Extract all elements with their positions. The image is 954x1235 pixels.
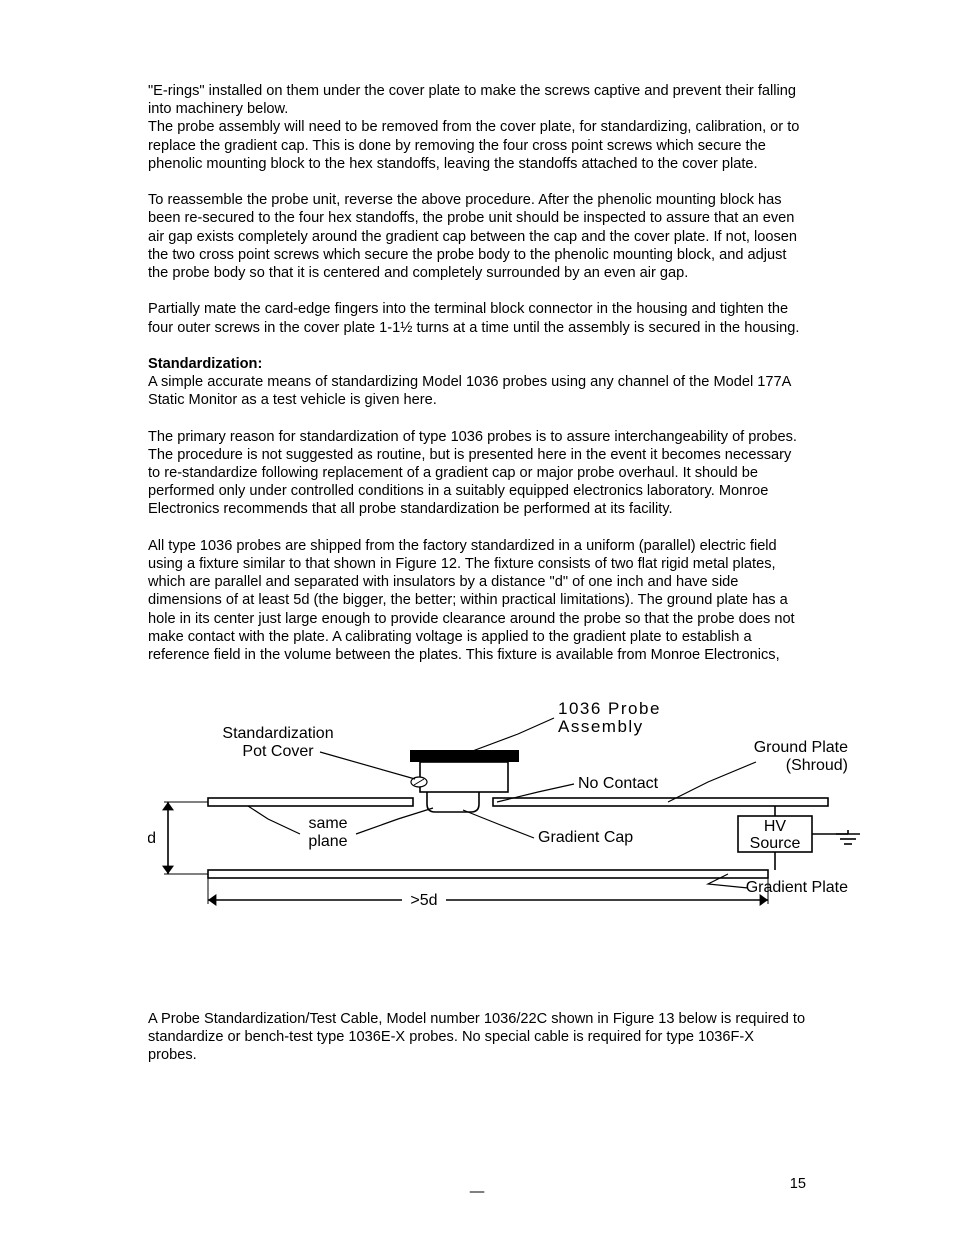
svg-text:(Shroud): (Shroud) (786, 757, 848, 774)
paragraph: "E-rings" installed on them under the co… (148, 82, 806, 173)
svg-text:Standardization: Standardization (222, 725, 333, 742)
paragraph: Partially mate the card-edge fingers int… (148, 300, 806, 336)
svg-text:No Contact: No Contact (578, 775, 659, 792)
svg-text:Gradient Cap: Gradient Cap (538, 829, 633, 846)
text: To reassemble the probe unit, reverse th… (148, 192, 797, 281)
svg-text:d: d (148, 830, 156, 847)
paragraph: The primary reason for standardization o… (148, 428, 806, 519)
svg-text:Ground Plate: Ground Plate (754, 739, 848, 756)
text: The probe assembly will need to be remov… (148, 119, 799, 171)
standardization-section: Standardization: A simple accurate means… (148, 355, 806, 410)
text: "E-rings" installed on them under the co… (148, 83, 796, 117)
svg-text:Pot Cover: Pot Cover (242, 743, 314, 760)
paragraph: To reassemble the probe unit, reverse th… (148, 191, 806, 282)
paragraph: All type 1036 probes are shipped from th… (148, 537, 806, 665)
svg-text:same: same (308, 815, 347, 832)
text: A Probe Standardization/Test Cable, Mode… (148, 1011, 805, 1063)
page-number: 15 (790, 1175, 806, 1193)
section-title: Standardization: (148, 356, 262, 372)
text: A simple accurate means of standardizing… (148, 374, 791, 408)
svg-text:Gradient Plate: Gradient Plate (746, 879, 848, 896)
footer-dash: — (470, 1183, 485, 1201)
text: Partially mate the card-edge fingers int… (148, 301, 799, 335)
svg-text:Source: Source (750, 835, 801, 852)
svg-text:1036 Probe: 1036 Probe (558, 699, 661, 718)
text: All type 1036 probes are shipped from th… (148, 538, 795, 663)
diagram-svg: HVSource d >5d 1036 ProbeAssembly Standardiz… (148, 694, 868, 954)
svg-text:Assembly: Assembly (558, 717, 644, 736)
page: "E-rings" installed on them under the co… (0, 0, 954, 1235)
figure-12: HVSource d >5d 1036 ProbeAssembly Standardiz… (148, 694, 806, 959)
text: The primary reason for standardization o… (148, 429, 797, 518)
svg-text:HV: HV (764, 818, 787, 835)
svg-text:plane: plane (308, 833, 347, 850)
svg-text:>5d: >5d (410, 892, 437, 909)
paragraph: A Probe Standardization/Test Cable, Mode… (148, 1010, 806, 1065)
